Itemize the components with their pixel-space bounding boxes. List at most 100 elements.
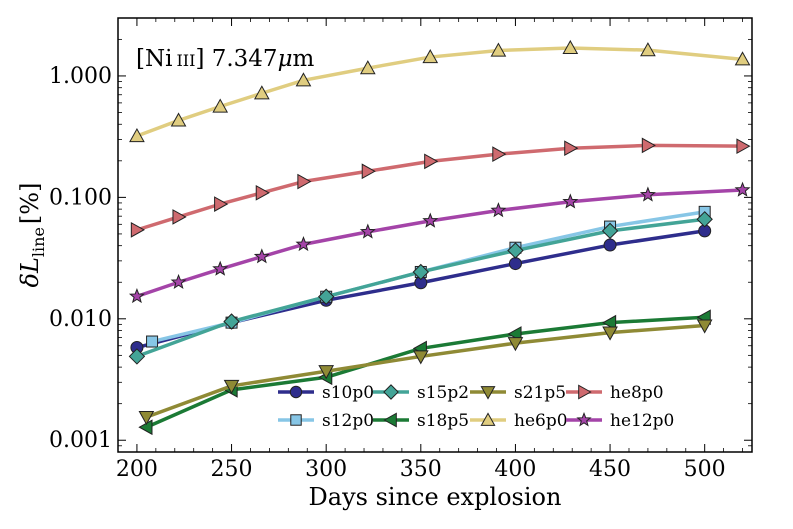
point-he6p0 [129,127,145,143]
legend-item-s12p0: s12p0 [278,411,374,431]
legend-label-s18p5: s18p5 [417,411,469,431]
y-axis-label: δLline [%] [16,183,48,288]
legend-label-he12p0: he12p0 [610,411,674,431]
point-s15p2 [601,222,619,240]
y-axis-label-delta: δ [16,273,44,287]
point-s21p5 [696,319,713,334]
annotation-ion: III [176,51,195,70]
point-he12p0 [170,273,187,290]
y-axis-label-subscript: line [29,227,48,257]
point-s15p2 [412,263,430,281]
point-he12p0 [253,248,270,264]
point-he8p0 [736,138,751,155]
point-he6p0 [359,60,376,75]
point-he6p0 [295,72,312,87]
point-he12p0 [359,223,376,239]
legend-label-s15p2: s15p2 [417,383,469,403]
point-he12p0 [734,181,751,197]
point-he12p0 [639,186,656,202]
legend-marker-he12p0 [576,411,592,427]
point-he6p0 [253,85,270,100]
y-tick-label: 0.010 [49,307,112,332]
point-he8p0 [130,222,145,238]
legend-marker-s21p5 [480,386,496,400]
point-s21p5 [138,411,155,426]
point-he6p0 [734,51,751,66]
y-tick-label: 1.000 [49,64,112,89]
legend-marker-he8p0 [578,384,592,400]
annotation-unit: m [293,46,315,72]
point-he8p0 [492,146,507,162]
point-he12p0 [490,202,507,218]
point-he8p0 [172,209,187,225]
legend-item-s21p5: s21p5 [470,383,566,403]
legend-label-s12p0: s12p0 [322,411,374,431]
series-line-s21p5 [145,323,705,419]
point-s10p0 [508,257,522,271]
legend-marker-s15p2 [383,384,399,400]
tick-labels: 200 250 300 350 400 450 500 0.001 0.010 0.100 1.00… [49,64,726,482]
series-line-he8p0 [136,143,743,232]
point-s18p5 [602,314,617,331]
point-s21p5 [602,326,618,341]
x-tick-label: 450 [589,457,631,482]
annotation-wavelength: ] 7.347 [195,46,277,72]
series-s10p0 [130,224,712,355]
legend-marker-s10p0 [289,385,303,399]
point-s15p2 [696,211,713,228]
legend-item-s10p0: s10p0 [278,383,374,403]
annotation-mu: μ [278,46,293,72]
point-s15p2 [128,348,146,365]
point-he12p0 [128,287,145,304]
legend-marker-s12p0 [290,414,302,426]
point-s21p5 [318,365,335,380]
series-he8p0 [130,137,751,238]
legend-item-s18p5: s18p5 [373,411,469,431]
point-he8p0 [361,163,376,180]
point-he6p0 [422,49,439,64]
point-he8p0 [564,140,579,157]
y-tick-label: 0.001 [49,428,112,453]
series-s21p5 [138,319,713,426]
y-tick-label: 0.100 [49,185,112,210]
legend-item-he6p0: he6p0 [470,411,568,431]
series-layer [128,39,751,436]
point-he12p0 [422,212,439,228]
legend-item-s15p2: s15p2 [373,383,469,403]
point-he8p0 [424,153,439,170]
point-he6p0 [640,42,656,57]
series-s15p2 [128,211,713,365]
x-tick-label: 500 [684,457,726,482]
x-axis-label: Days since explosion [309,483,562,511]
y-axis-label-symbol: L [16,257,44,274]
point-s15p2 [223,313,240,330]
legend: s10p0 s15p2 s21p5 he8p0 s12p0 s18p5 he6p0 he12p… [278,383,674,431]
point-s15p2 [507,242,524,259]
point-s21p5 [412,350,429,365]
legend-label-s21p5: s21p5 [514,383,566,403]
y-axis-label-unit: [%] [16,183,44,225]
point-he12p0 [295,235,312,252]
legend-item-he8p0: he8p0 [566,383,664,403]
series-he12p0 [128,181,751,304]
legend-label-he8p0: he8p0 [610,383,664,403]
point-s21p5 [223,379,240,394]
legend-label-he6p0: he6p0 [514,411,568,431]
x-tick-label: 250 [211,457,253,482]
legend-item-he12p0: he12p0 [566,411,674,431]
point-s10p0 [603,238,617,252]
point-s21p5 [507,337,524,352]
point-he8p0 [297,173,312,190]
x-tick-label: 300 [305,457,347,482]
legend-marker-he6p0 [480,412,496,426]
legend-marker-s18p5 [383,412,397,428]
point-he12p0 [562,193,579,209]
x-tick-label: 350 [400,457,442,482]
point-he6p0 [170,112,187,127]
point-s15p2 [317,288,335,305]
point-he8p0 [641,137,656,154]
line-annotation: [Ni III] 7.347μm [136,46,315,72]
plot-frame [117,17,753,453]
point-he8p0 [255,184,270,201]
